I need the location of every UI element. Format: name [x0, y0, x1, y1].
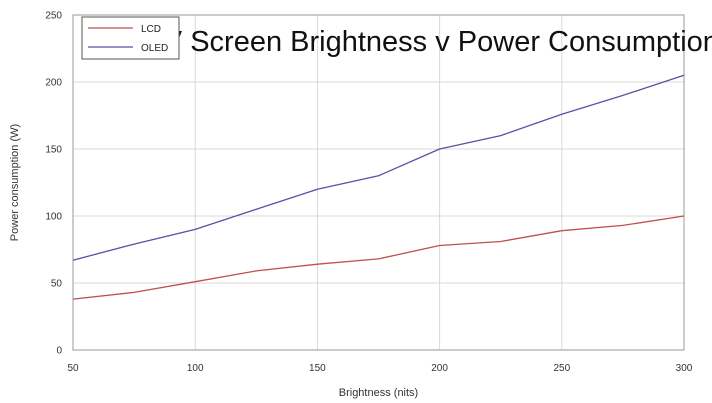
y-tick-label: 250 [45, 11, 62, 22]
legend-box [81, 16, 180, 60]
grid-layer [72, 14, 685, 351]
tick-labels: 50 100 150 200 250 300 0 50 100 150 200 250 [45, 11, 692, 375]
legend-label-oled: OLED [141, 43, 168, 54]
chart-title: TV Screen Brightness v Power Consumption [145, 26, 712, 58]
legend-label-lcd: LCD [141, 24, 161, 35]
series-line-oled [72, 74, 685, 261]
series-line-lcd [72, 215, 685, 300]
x-tick-label: 150 [309, 363, 326, 374]
x-tick-label: 300 [676, 363, 693, 374]
y-tick-label: 200 [45, 78, 62, 89]
y-tick-label: 100 [45, 212, 62, 223]
plot-area-frame [72, 14, 685, 351]
legend: LCD OLED [81, 16, 180, 60]
y-tick-label: 50 [51, 279, 63, 290]
x-tick-label: 50 [67, 363, 79, 374]
x-axis-title: Brightness (nits) [339, 387, 418, 399]
y-axis-title: Power consumption (W) [9, 124, 21, 241]
y-tick-label: 150 [45, 145, 62, 156]
series-layer [72, 74, 685, 300]
x-tick-label: 250 [553, 363, 570, 374]
y-tick-label: 0 [56, 346, 62, 357]
x-tick-label: 200 [431, 363, 448, 374]
x-tick-label: 100 [187, 363, 204, 374]
